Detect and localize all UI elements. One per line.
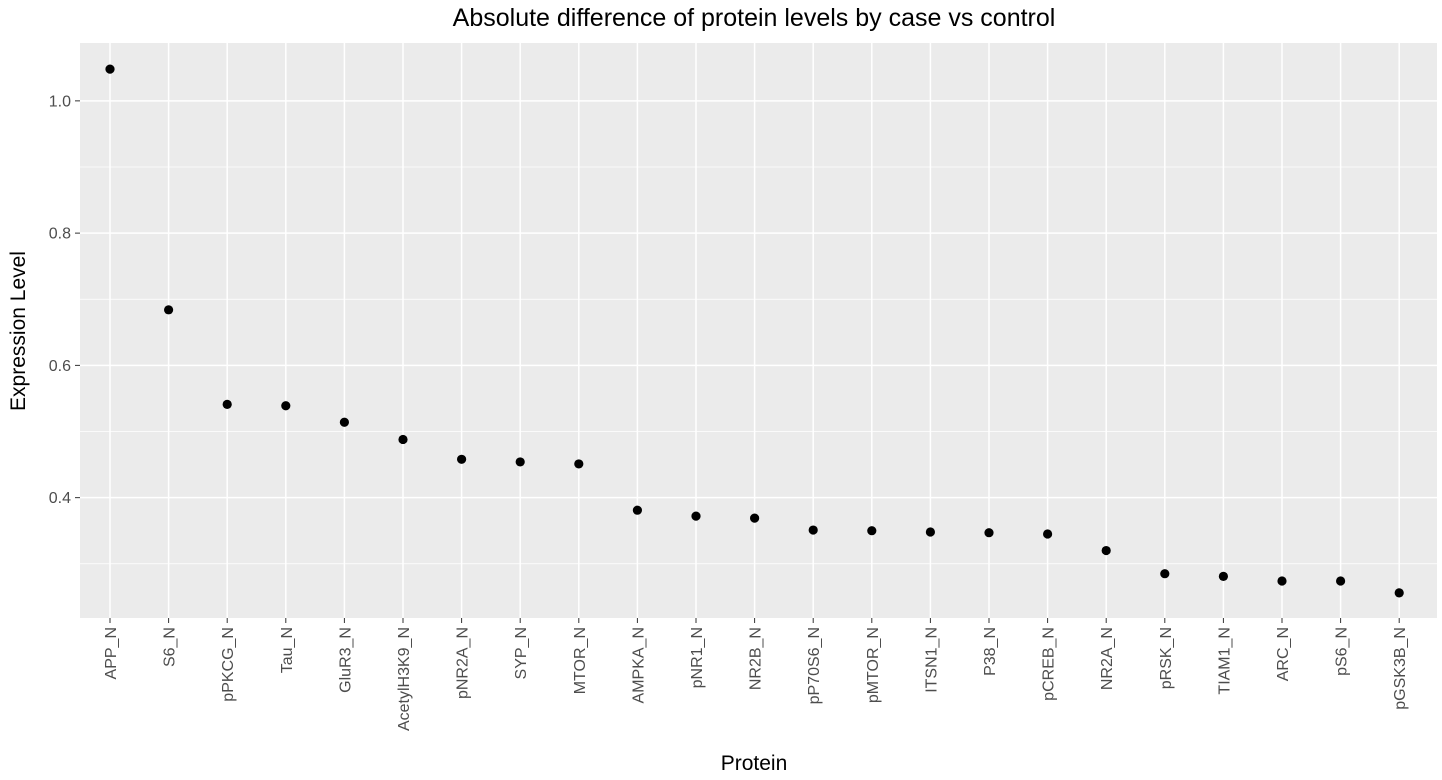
x-axis-title: Protein xyxy=(721,752,788,775)
x-tick-label: ITSN1_N xyxy=(923,627,940,693)
data-point xyxy=(574,459,584,469)
grid-minor xyxy=(80,166,1437,565)
x-tick-label: pGSK3B_N xyxy=(1392,627,1409,710)
x-tick-label: pPKCG_N xyxy=(220,627,237,702)
x-tick-label: TIAM1_N xyxy=(1216,627,1233,695)
y-tick-label: 0.4 xyxy=(49,490,71,507)
y-axis: 0.4 0.6 0.8 1.0 xyxy=(49,93,80,507)
x-tick-label: ARC_N xyxy=(1275,627,1292,681)
x-tick-label: MTOR_N xyxy=(572,627,589,694)
data-point xyxy=(1218,571,1228,581)
data-point xyxy=(1160,569,1170,579)
plot-panel xyxy=(80,43,1437,618)
chart-title: Absolute difference of protein levels by… xyxy=(453,4,1056,32)
data-point xyxy=(1336,576,1346,586)
x-tick-label: pNR1_N xyxy=(689,627,706,688)
data-point xyxy=(867,526,877,536)
x-tick-label: AcetylH3K9_N xyxy=(396,627,413,731)
x-tick-label: pRSK_N xyxy=(1158,627,1175,689)
y-tick-label: 0.6 xyxy=(49,358,71,375)
data-points xyxy=(105,64,1404,598)
x-tick-label: pNR2A_N xyxy=(455,627,472,699)
y-tick-label: 0.8 xyxy=(49,226,71,243)
x-tick-label: P38_N xyxy=(982,627,999,676)
x-tick-label: pMTOR_N xyxy=(865,627,882,703)
x-tick-label: S6_N xyxy=(162,627,179,667)
x-tick-label: GluR3_N xyxy=(337,627,354,693)
x-axis: APP_N S6_N pPKCG_N Tau_N GluR3_N AcetylH3K9_N… xyxy=(103,618,1409,731)
x-tick-label: pP70S6_N xyxy=(806,627,823,704)
data-point xyxy=(1101,545,1111,556)
x-tick-label: AMPKA_N xyxy=(630,627,647,703)
data-point xyxy=(457,454,467,464)
data-point xyxy=(691,511,701,521)
y-axis-title: Expression Level xyxy=(7,251,30,411)
x-tick-label: NR2B_N xyxy=(748,627,765,690)
data-point xyxy=(222,399,232,410)
x-tick-label: Tau_N xyxy=(279,627,296,673)
data-point xyxy=(281,401,291,411)
x-tick-label: SYP_N xyxy=(513,627,530,679)
data-point xyxy=(1043,529,1053,539)
data-point xyxy=(632,505,643,515)
data-point xyxy=(339,417,349,427)
data-point xyxy=(1277,576,1287,586)
grid-major xyxy=(80,43,1437,618)
data-point xyxy=(984,528,994,538)
x-tick-label: NR2A_N xyxy=(1099,627,1116,690)
data-point xyxy=(808,525,818,535)
data-point xyxy=(925,527,936,537)
data-point xyxy=(515,457,525,467)
data-point xyxy=(750,513,760,523)
x-tick-label: APP_N xyxy=(103,627,120,679)
data-point xyxy=(398,434,408,445)
data-point xyxy=(105,64,115,74)
data-point xyxy=(1394,588,1404,598)
x-tick-label: pS6_N xyxy=(1334,627,1351,676)
y-tick-label: 1.0 xyxy=(49,93,71,110)
x-tick-label: pCREB_N xyxy=(1041,627,1058,701)
data-point xyxy=(164,305,174,315)
